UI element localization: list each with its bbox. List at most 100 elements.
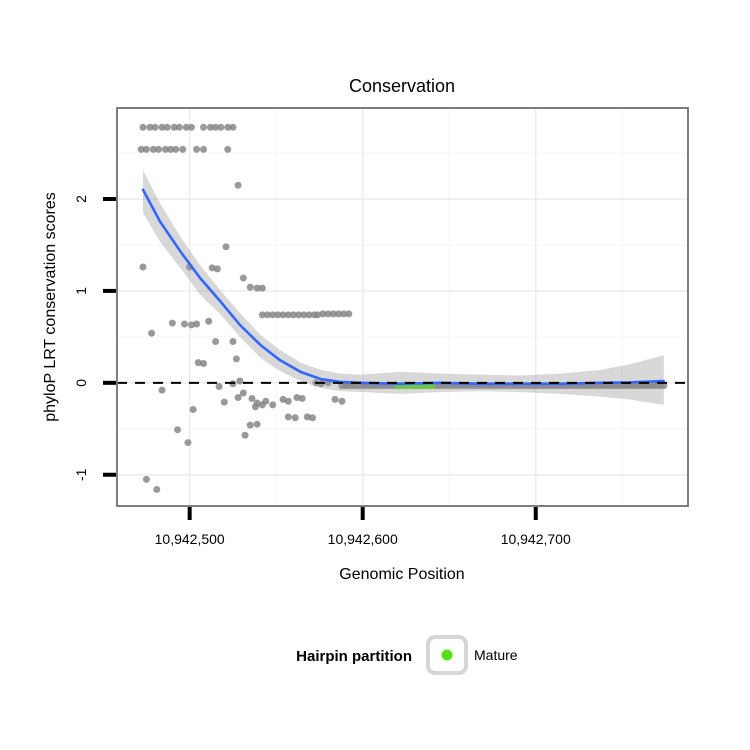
scatter-point bbox=[215, 383, 223, 391]
scatter-point bbox=[187, 123, 195, 131]
scatter-point bbox=[180, 320, 188, 328]
scatter-point bbox=[142, 145, 150, 153]
scatter-point bbox=[224, 123, 232, 131]
scatter-point bbox=[269, 401, 277, 409]
scatter-point bbox=[241, 431, 249, 439]
scatter-point bbox=[300, 311, 308, 319]
scatter-point bbox=[229, 123, 237, 131]
scatter-point bbox=[174, 426, 182, 434]
scatter-point bbox=[146, 123, 154, 131]
scatter-point bbox=[293, 394, 301, 402]
scatter-point bbox=[274, 311, 282, 319]
scatter-point bbox=[305, 311, 313, 319]
plot-panel-background bbox=[117, 108, 688, 506]
scatter-point bbox=[200, 123, 208, 131]
scatter-point bbox=[212, 123, 220, 131]
scatter-point bbox=[345, 310, 353, 318]
scatter-point bbox=[279, 311, 287, 319]
scatter-point bbox=[137, 145, 145, 153]
scatter-point bbox=[303, 413, 311, 421]
scatter-point bbox=[179, 145, 187, 153]
scatter-point bbox=[340, 310, 348, 318]
y-tick-label: 0 bbox=[73, 379, 89, 387]
scatter-point bbox=[309, 414, 317, 422]
legend-title: Hairpin partition bbox=[296, 648, 412, 665]
legend-item-label: Mature bbox=[474, 647, 518, 663]
y-tick-label: 1 bbox=[73, 287, 89, 295]
scatter-point bbox=[234, 181, 242, 189]
scatter-point bbox=[289, 311, 297, 319]
scatter-point bbox=[220, 398, 228, 406]
scatter-point bbox=[158, 386, 166, 394]
y-tick-label: -1 bbox=[73, 468, 89, 481]
scatter-point bbox=[158, 123, 166, 131]
scatter-point bbox=[168, 319, 176, 327]
plot-panel-border bbox=[116, 107, 689, 507]
scatter-point bbox=[170, 123, 178, 131]
scatter-point bbox=[324, 310, 332, 318]
scatter-point bbox=[246, 283, 254, 291]
scatter-point bbox=[175, 123, 183, 131]
scatter-point bbox=[139, 263, 147, 271]
scatter-point bbox=[284, 397, 292, 405]
y-tick-label: 2 bbox=[73, 195, 89, 203]
scatter-point bbox=[149, 145, 157, 153]
x-tick-label: 10,942,600 bbox=[328, 531, 398, 547]
scatter-point bbox=[189, 405, 197, 413]
scatter-point bbox=[208, 264, 216, 272]
scatter-point bbox=[167, 145, 175, 153]
axis-tick-labels: 10,942,500 10,942,600 10,942,700 -1 0 1 2 bbox=[73, 195, 571, 547]
scatter-point bbox=[246, 421, 254, 429]
scatter-point bbox=[213, 265, 221, 273]
scatter-point bbox=[269, 311, 277, 319]
scatter-point bbox=[334, 310, 342, 318]
scatter-point bbox=[258, 311, 266, 319]
scatter-point bbox=[200, 360, 208, 368]
scatter-point bbox=[139, 123, 147, 131]
scatter-point bbox=[151, 123, 159, 131]
scatter-point bbox=[258, 284, 266, 292]
scatter-point bbox=[338, 397, 346, 405]
scatter-point bbox=[232, 355, 240, 363]
scatter-point bbox=[329, 310, 337, 318]
scatter-point bbox=[284, 311, 292, 319]
chart-title: Conservation bbox=[349, 76, 455, 96]
x-tick-label: 10,942,500 bbox=[155, 531, 225, 547]
scatter-point bbox=[284, 413, 292, 421]
scatter-point bbox=[193, 145, 201, 153]
scatter-point bbox=[239, 274, 247, 282]
y-axis-label: phyloP LRT conservation scores bbox=[42, 192, 59, 421]
scatter-point bbox=[148, 329, 156, 337]
scatter-point bbox=[236, 377, 244, 385]
scatter-point bbox=[234, 394, 242, 402]
axis-ticks bbox=[103, 196, 538, 520]
scatter-point bbox=[229, 337, 237, 345]
scatter-point bbox=[217, 123, 225, 131]
scatter-point bbox=[291, 414, 299, 422]
scatter-point bbox=[253, 420, 261, 428]
scatter-point bbox=[295, 311, 303, 319]
scatter-point bbox=[206, 123, 214, 131]
scatter-point bbox=[224, 145, 232, 153]
legend: Hairpin partition Mature bbox=[296, 635, 518, 675]
scatter-point bbox=[153, 485, 161, 493]
scatter-point bbox=[187, 321, 195, 329]
scatter-point bbox=[660, 382, 668, 390]
scatter-point bbox=[253, 284, 261, 292]
scatter-point bbox=[331, 395, 339, 403]
confidence-band-area bbox=[143, 170, 664, 405]
confidence-band bbox=[143, 170, 664, 405]
scatter-point bbox=[298, 394, 306, 402]
scatter-point bbox=[142, 475, 150, 483]
scatter-point bbox=[212, 337, 220, 345]
scatter-point bbox=[194, 359, 202, 367]
scatter-point bbox=[262, 397, 270, 405]
scatter-point bbox=[163, 123, 171, 131]
scatter-point bbox=[193, 320, 201, 328]
scatter-point bbox=[222, 243, 230, 251]
scatter-point bbox=[264, 311, 272, 319]
scatter-point bbox=[161, 145, 169, 153]
scatter-point bbox=[155, 145, 163, 153]
